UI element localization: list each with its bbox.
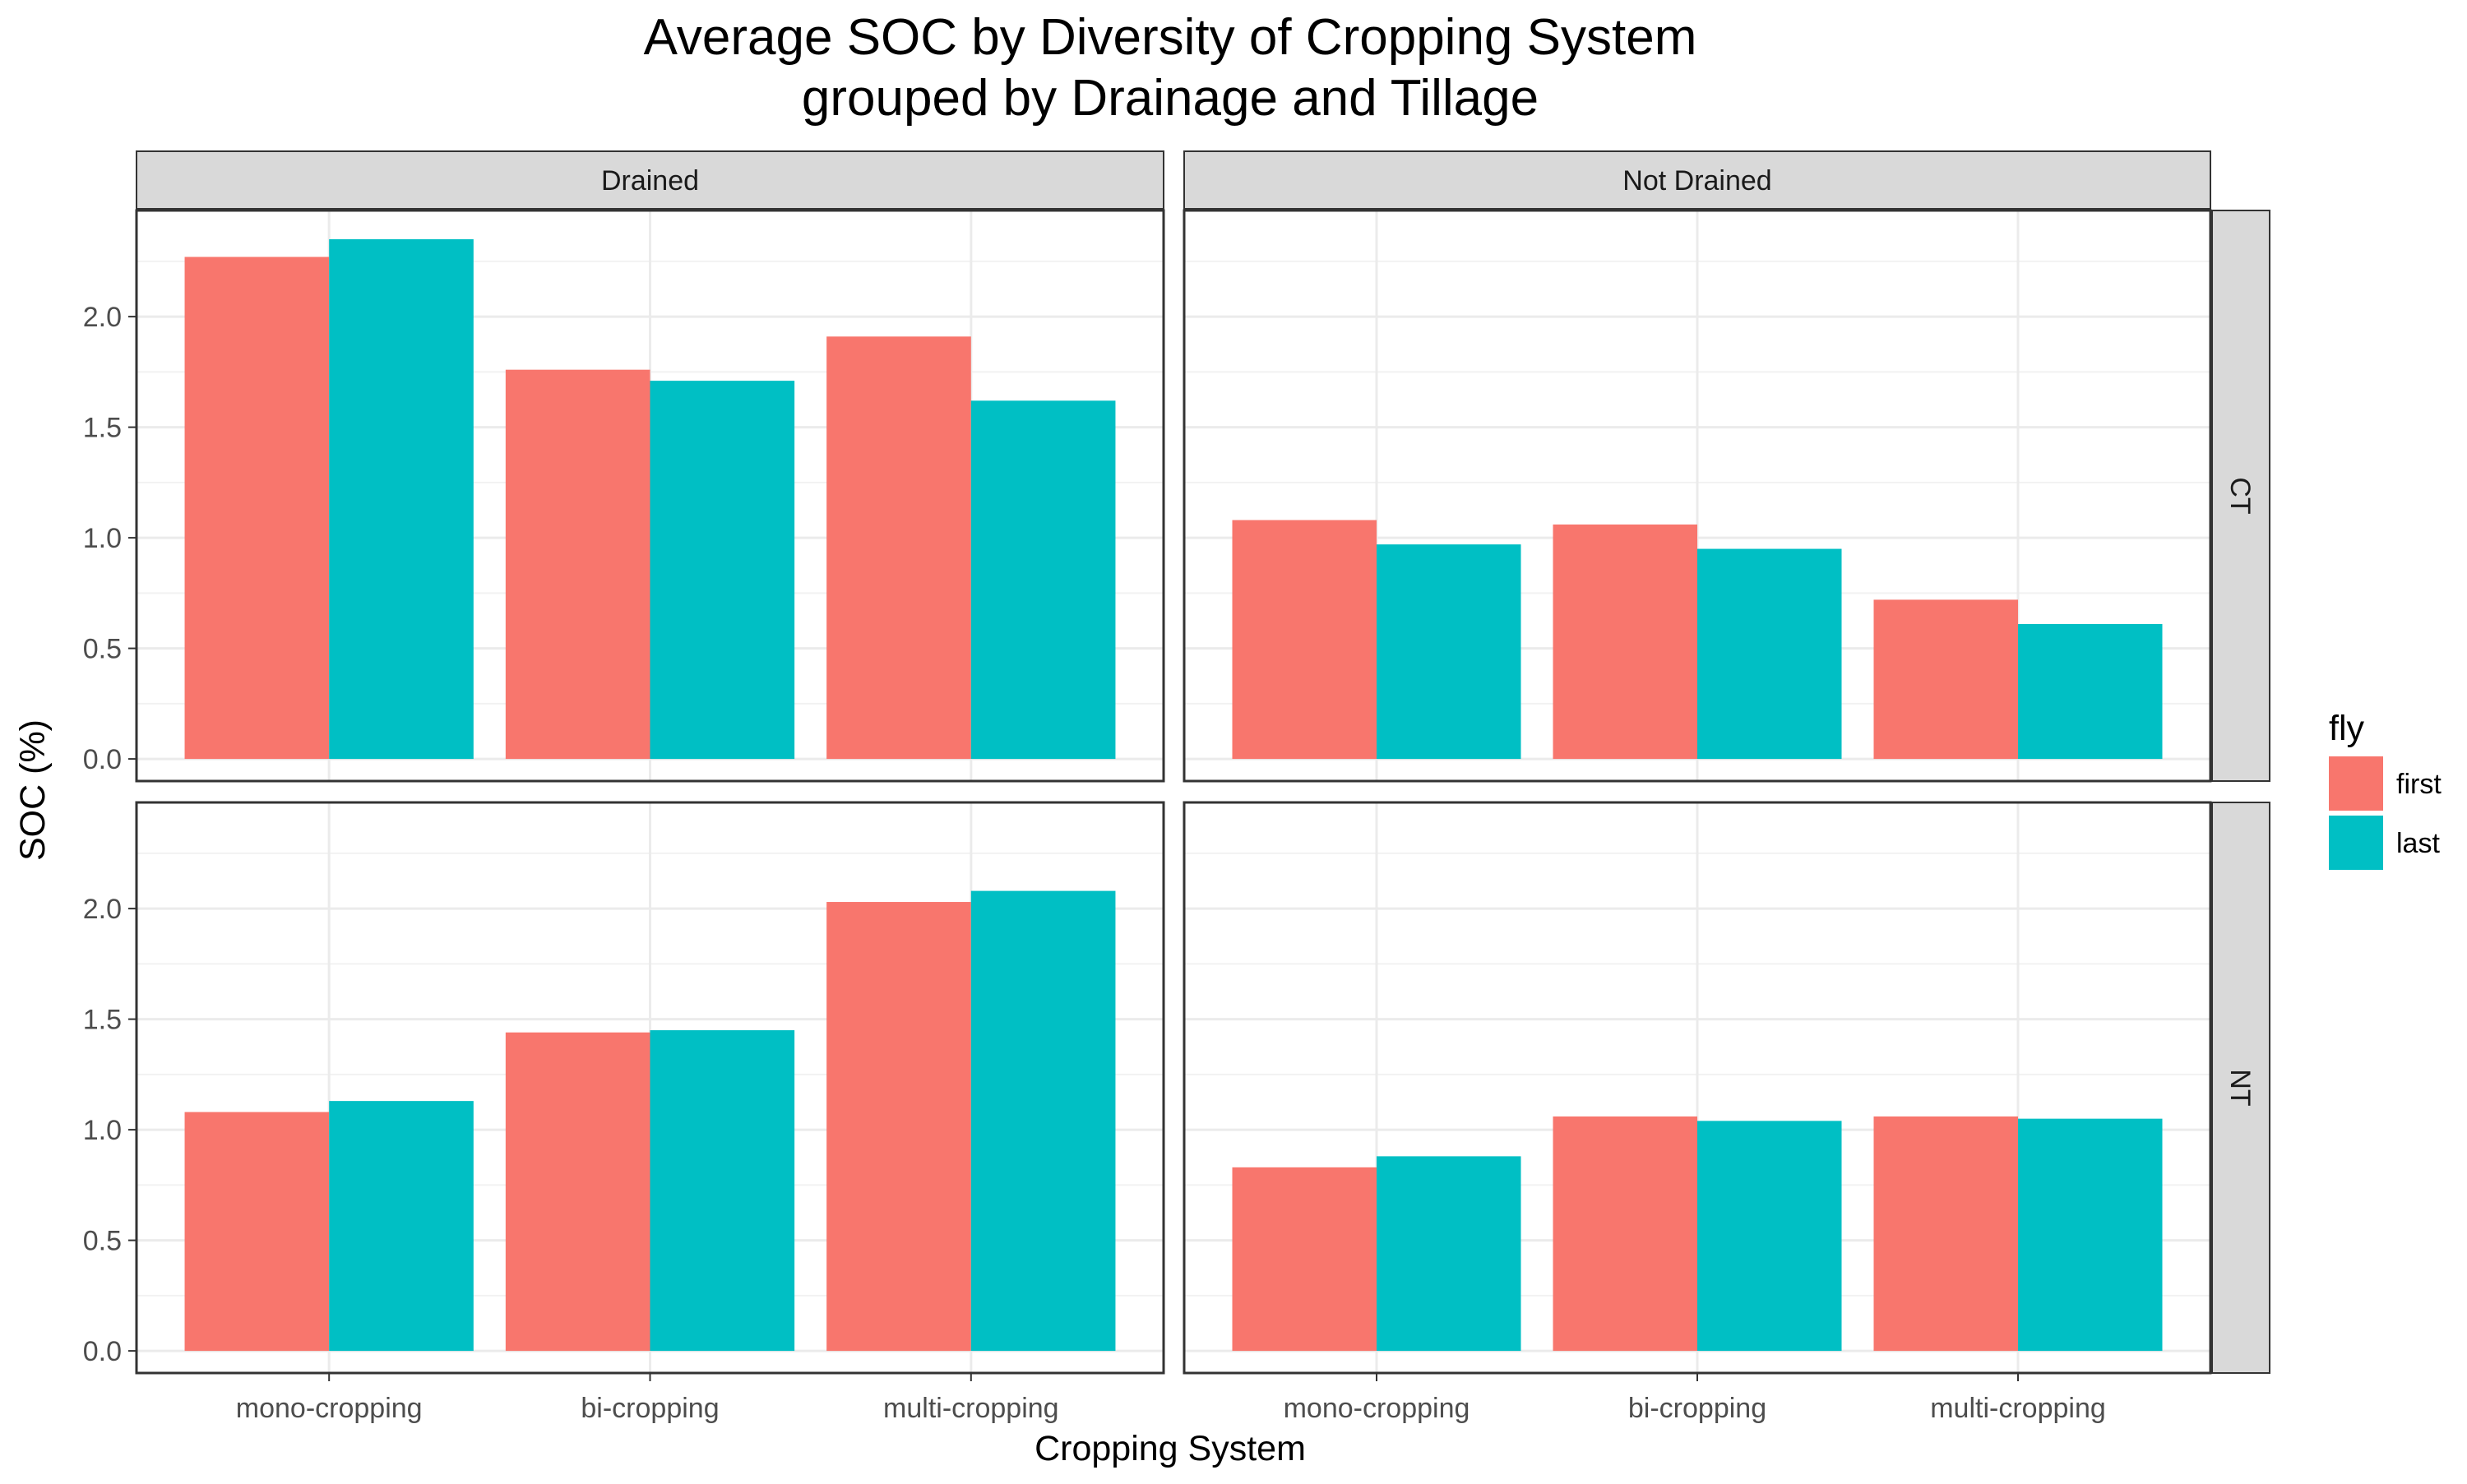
y-tick-label: 0.0 xyxy=(83,744,122,775)
legend-label-first: first xyxy=(2396,769,2442,800)
facet-strip-drained xyxy=(136,150,1164,210)
bar-first-multi-cropping xyxy=(826,902,971,1352)
x-tick-label-mono-cropping: mono-cropping xyxy=(236,1393,423,1424)
y-tick-label: 1.5 xyxy=(83,413,122,444)
chart-title-line-1: Average SOC by Diversity of Cropping Sys… xyxy=(644,9,1697,66)
bar-first-mono-cropping xyxy=(1232,520,1377,760)
x-tick-label-bi-cropping: bi-cropping xyxy=(581,1393,719,1424)
facet-strip-label-nt: NT xyxy=(2224,1069,2256,1106)
panel-not-drained-nt: mono-cropping bi-cropping multi-cropping xyxy=(1183,801,2212,1424)
y-tick-label: 1.0 xyxy=(83,523,122,554)
panel-drained-ct: 0.0 0.5 1.0 1.5 2.0 xyxy=(83,209,1165,783)
facet-strip-label-drained: Drained xyxy=(601,165,699,196)
bar-first-bi-cropping xyxy=(505,369,650,760)
x-tick-label-multi-cropping: multi-cropping xyxy=(1930,1393,2106,1424)
bar-last-bi-cropping xyxy=(650,1030,795,1352)
bar-first-bi-cropping xyxy=(1553,524,1697,760)
panel-not-drained-ct xyxy=(1183,209,2212,783)
bar-first-mono-cropping xyxy=(184,1112,330,1352)
bar-last-mono-cropping xyxy=(1377,544,1521,760)
legend-key-last xyxy=(2329,816,2383,870)
bar-first-multi-cropping xyxy=(1873,1116,2018,1352)
bar-last-multi-cropping xyxy=(2018,1118,2163,1352)
facet-strip-not-drained xyxy=(1183,150,2211,210)
legend-label-last: last xyxy=(2396,828,2440,859)
bar-last-multi-cropping xyxy=(970,400,1116,760)
bar-first-multi-cropping xyxy=(826,336,971,760)
legend-key-first xyxy=(2329,756,2383,811)
bar-first-mono-cropping xyxy=(184,257,330,760)
x-tick-label-mono-cropping: mono-cropping xyxy=(1284,1393,1470,1424)
facet-strip-label-not-drained: Not Drained xyxy=(1622,165,1771,196)
bar-first-mono-cropping xyxy=(1232,1167,1377,1352)
bar-first-bi-cropping xyxy=(505,1032,650,1352)
y-tick-label: 0.5 xyxy=(83,1226,122,1257)
bar-last-mono-cropping xyxy=(329,1101,474,1352)
panel-border xyxy=(135,209,1165,783)
bar-first-bi-cropping xyxy=(1553,1116,1697,1352)
bar-last-multi-cropping xyxy=(2018,624,2163,760)
facet-strip-label-ct: CT xyxy=(2224,477,2256,514)
y-axis-title: SOC (%) xyxy=(13,719,53,861)
bar-last-mono-cropping xyxy=(1377,1156,1521,1352)
legend: fly first last xyxy=(2329,709,2442,870)
legend-title: fly xyxy=(2329,709,2365,748)
y-tick-label: 2.0 xyxy=(83,894,122,925)
bar-last-bi-cropping xyxy=(1697,1121,1842,1352)
x-tick-label-multi-cropping: multi-cropping xyxy=(883,1393,1059,1424)
facet-strip-nt xyxy=(2211,802,2270,1374)
x-tick-label-bi-cropping: bi-cropping xyxy=(1628,1393,1766,1424)
y-tick-label: 1.5 xyxy=(83,1005,122,1036)
bar-last-bi-cropping xyxy=(1697,548,1842,760)
y-tick-label: 2.0 xyxy=(83,302,122,333)
y-tick-label: 1.0 xyxy=(83,1115,122,1146)
chart-title-line-2: grouped by Drainage and Tillage xyxy=(802,70,1539,127)
x-axis-title: Cropping System xyxy=(1034,1429,1306,1468)
facet-panels: Drained Not DrainedCTNT0.00.51.01.52.00.0… xyxy=(83,150,2270,1424)
panel-border xyxy=(1183,209,2212,783)
y-tick-label: 0.0 xyxy=(83,1336,122,1367)
panel-drained-nt: 0.0 0.5 1.0 1.5 2.0 mono-cropping bi-cropping m… xyxy=(83,801,1165,1424)
y-tick-label: 0.5 xyxy=(83,634,122,665)
facet-strip-ct xyxy=(2211,210,2270,782)
bar-last-mono-cropping xyxy=(329,238,474,760)
bar-first-multi-cropping xyxy=(1873,599,2018,760)
bar-last-bi-cropping xyxy=(650,381,795,760)
bar-last-multi-cropping xyxy=(970,890,1116,1352)
